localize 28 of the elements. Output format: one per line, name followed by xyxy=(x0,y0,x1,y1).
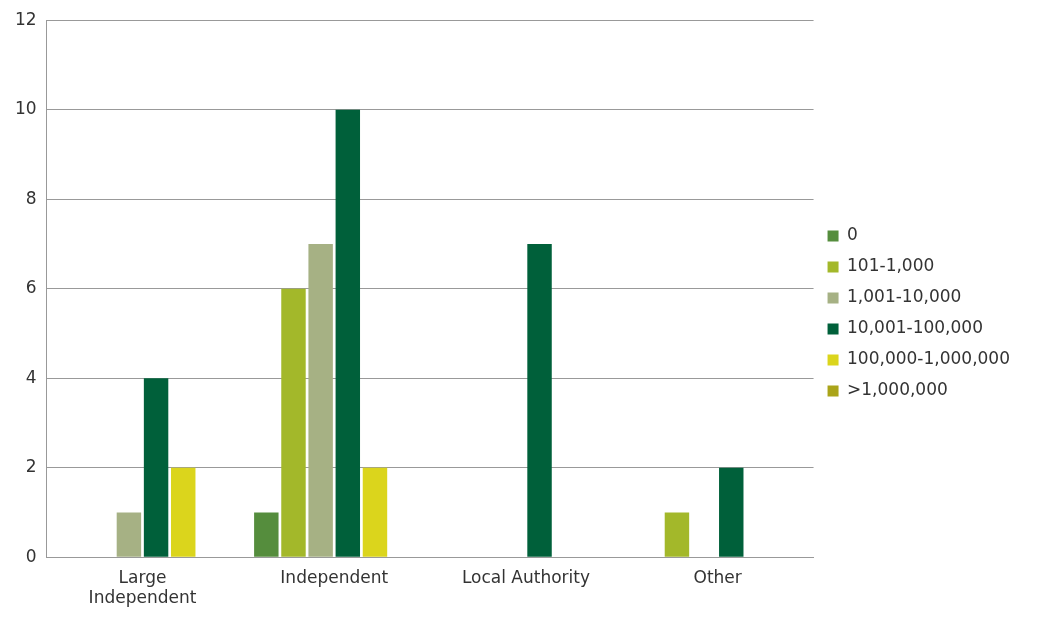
x-tick-label: Local Authority xyxy=(461,566,591,587)
x-tick-label: Large Independent xyxy=(88,566,197,608)
legend-label: 1,001-10,000 xyxy=(847,286,962,307)
bar xyxy=(281,288,306,557)
y-tick-label: 8 xyxy=(25,187,37,208)
legend-label: 101-1,000 xyxy=(847,255,935,276)
y-tick-label: 2 xyxy=(25,456,37,477)
legend-label: 100,000-1,000,000 xyxy=(847,348,1010,369)
bar xyxy=(664,512,690,557)
bar xyxy=(527,243,552,557)
bar xyxy=(171,467,196,557)
x-tick-label: Other xyxy=(693,566,742,587)
bar xyxy=(335,109,361,557)
bar xyxy=(254,512,279,557)
x-tick-label: Independent xyxy=(280,566,389,587)
bar xyxy=(719,467,744,557)
y-tick-label: 4 xyxy=(25,366,37,387)
bar xyxy=(116,512,142,557)
legend-label: 10,001-100,000 xyxy=(847,317,983,338)
legend-label: >1,000,000 xyxy=(847,379,948,400)
bar xyxy=(308,243,333,557)
y-tick-label: 10 xyxy=(14,98,37,119)
y-tick-label: 6 xyxy=(25,277,37,298)
bar xyxy=(362,467,388,557)
bar xyxy=(143,378,169,557)
legend-label: 0 xyxy=(847,224,858,245)
y-tick-label: 0 xyxy=(25,545,37,566)
y-tick-label: 12 xyxy=(14,8,37,29)
